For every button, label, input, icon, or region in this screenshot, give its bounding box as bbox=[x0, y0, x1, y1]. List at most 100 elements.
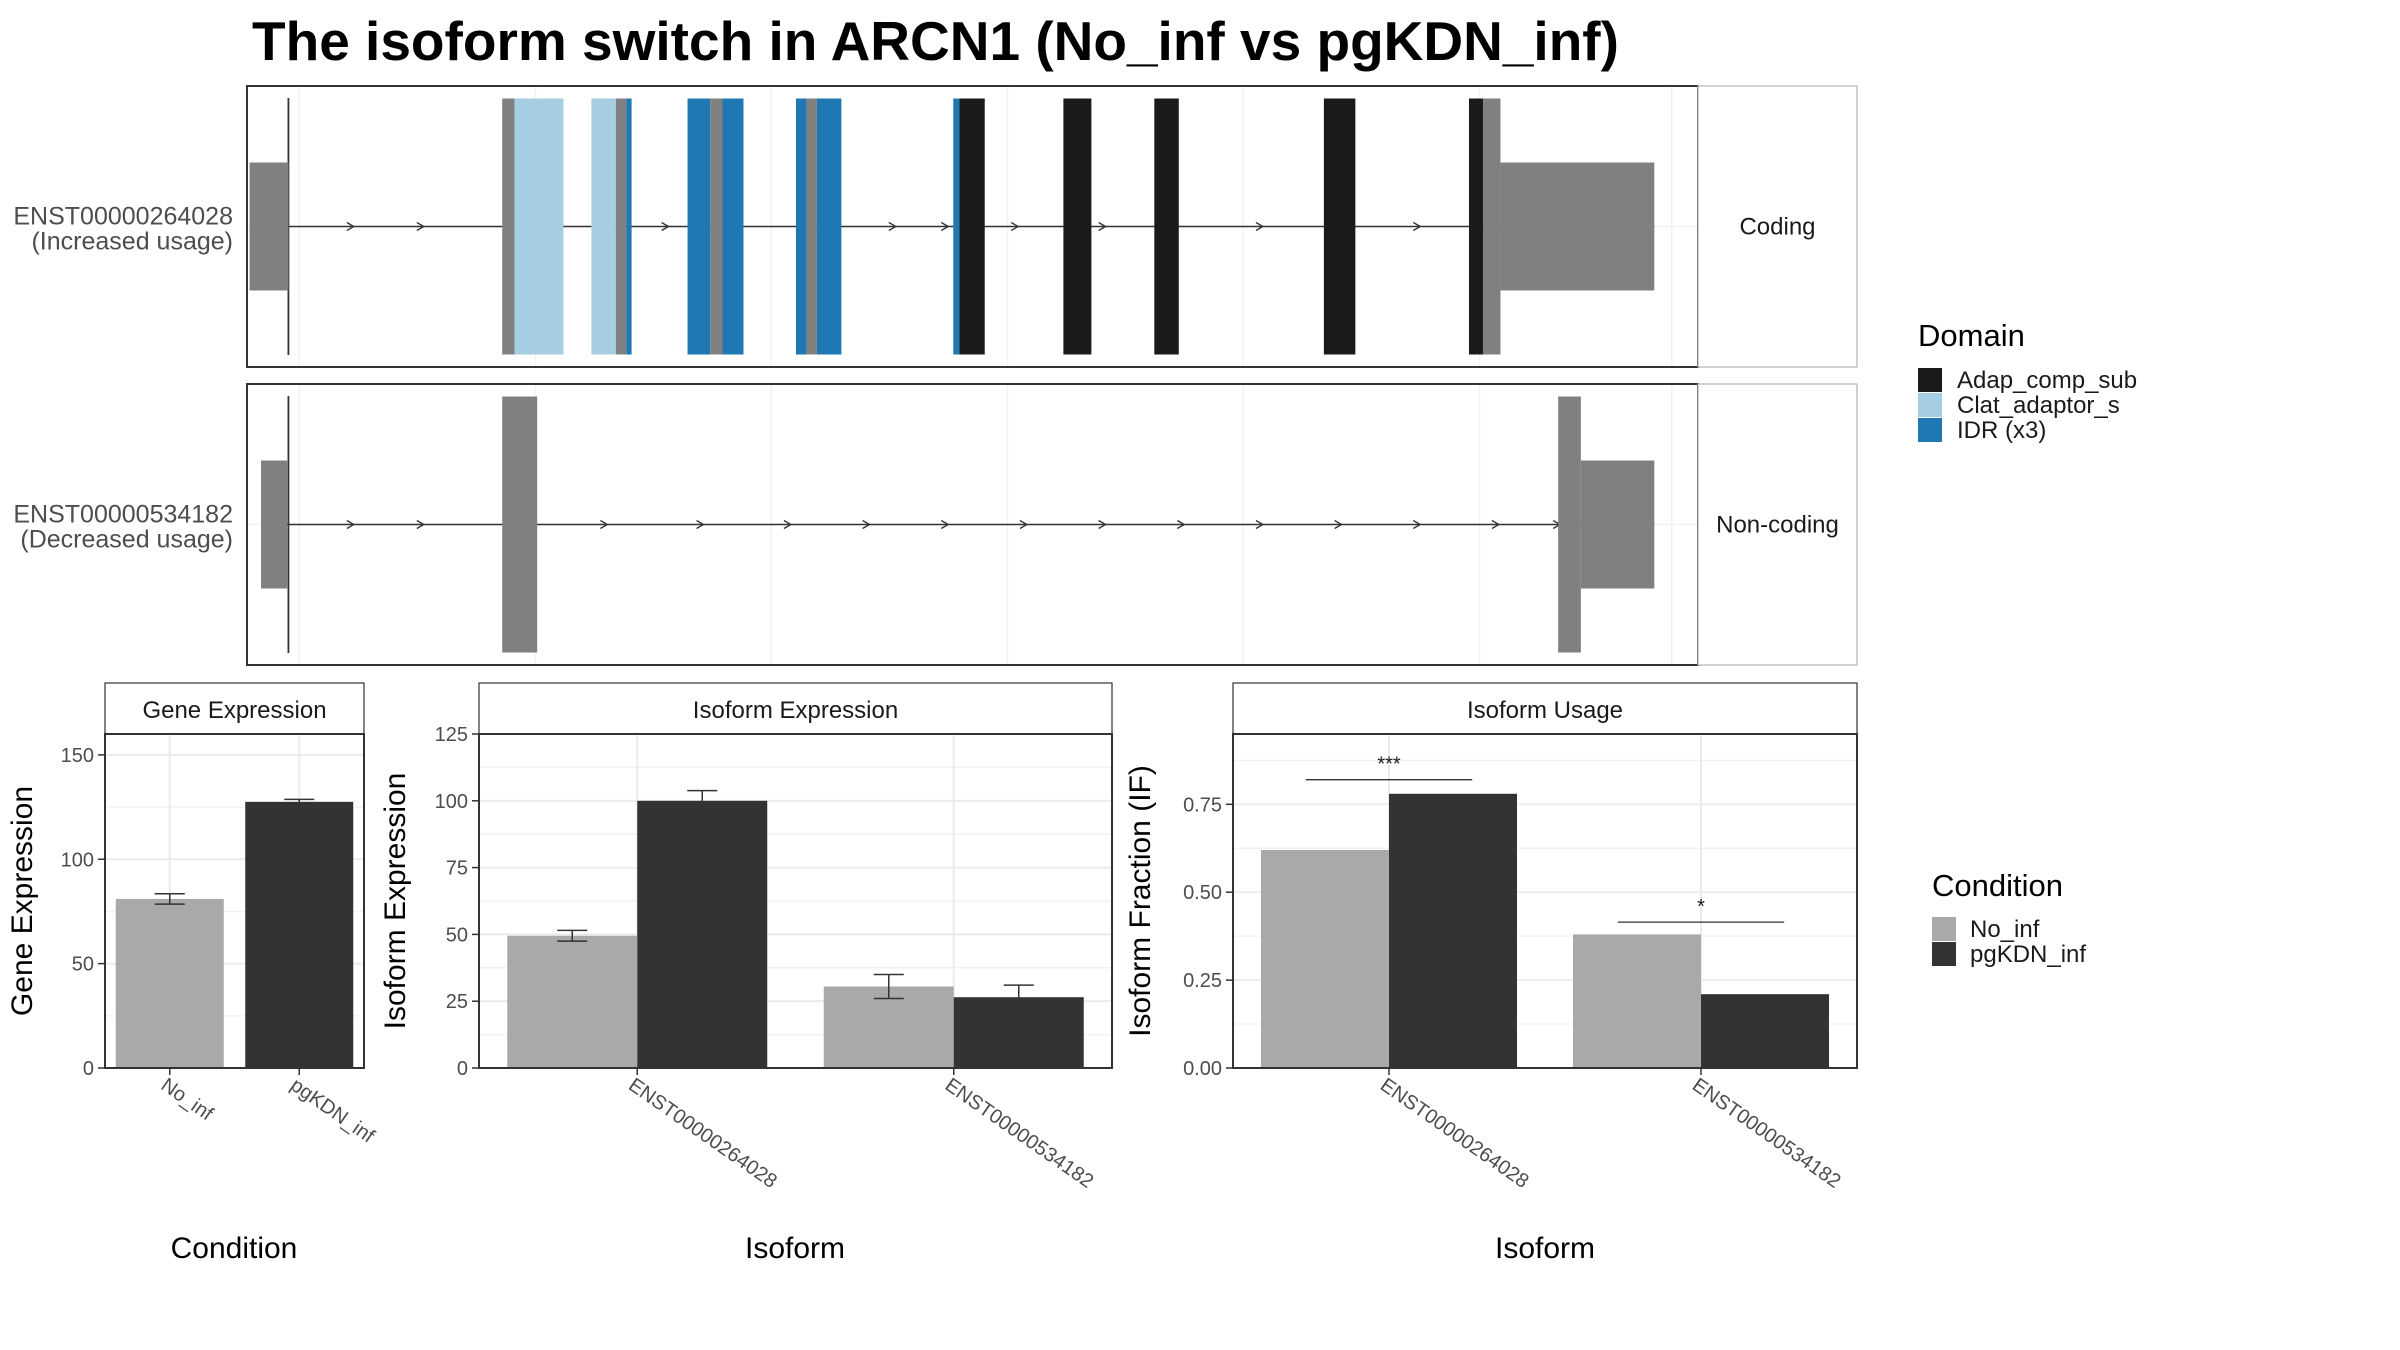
bar-panels: Gene Expression 0 50 100 150 No_inf pgKDN_inf C… bbox=[6, 682, 1858, 1265]
exon-cds bbox=[502, 396, 538, 653]
significance-label: * bbox=[1697, 896, 1705, 918]
intron-arrow bbox=[1098, 519, 1107, 530]
x-axis-title: Condition bbox=[171, 1232, 298, 1265]
exon-utr bbox=[249, 162, 289, 291]
domain-legend-title: Domain bbox=[1918, 318, 2025, 353]
y-tick-label: 0.50 bbox=[1183, 882, 1222, 904]
exon-adap_comp_sub bbox=[959, 98, 985, 355]
figure-title: The isoform switch in ARCN1 (No_inf vs p… bbox=[252, 10, 1619, 72]
transcript-row-ENST00000264028: ENST00000264028(Increased usage) Coding bbox=[13, 85, 1858, 368]
x-tick-label: ENST00000534182 bbox=[941, 1074, 1098, 1193]
plot-border bbox=[1232, 733, 1858, 1069]
panel-gene-expression: Gene Expression 0 50 100 150 No_inf pgKDN_inf C… bbox=[6, 682, 379, 1265]
intron-arrow bbox=[696, 519, 705, 530]
intron-arrow bbox=[346, 519, 356, 530]
bar-no_inf bbox=[823, 986, 954, 1068]
condition-legend-label: No_inf bbox=[1970, 916, 2040, 943]
y-tick-label: 0.75 bbox=[1183, 794, 1222, 816]
intron-arrow bbox=[1176, 519, 1186, 530]
panel-strip bbox=[478, 682, 1113, 735]
exon-clat_adaptor_s bbox=[514, 98, 564, 355]
coding-strip bbox=[1697, 85, 1858, 368]
intron-arrow bbox=[1491, 519, 1501, 530]
y-tick-label: 50 bbox=[72, 954, 94, 976]
exon-idr bbox=[687, 98, 711, 355]
panel-title: Gene Expression bbox=[142, 697, 326, 724]
y-tick-label: 100 bbox=[435, 791, 468, 813]
y-axis-title: Isoform Expression bbox=[379, 773, 412, 1030]
intron-arrow bbox=[661, 221, 670, 232]
y-axis-title: Isoform Fraction (IF) bbox=[1124, 765, 1157, 1037]
y-tick-label: 0 bbox=[457, 1058, 468, 1080]
bar-pgkdn_inf bbox=[1389, 793, 1517, 1068]
exon-idr bbox=[626, 98, 632, 355]
transcript-usage-label: (Decreased usage) bbox=[20, 526, 233, 554]
y-tick-label: 125 bbox=[435, 724, 468, 746]
x-axis-title: Isoform bbox=[745, 1232, 845, 1265]
transcript-id-label: ENST00000264028 bbox=[13, 203, 233, 231]
exon-cds bbox=[710, 98, 723, 355]
panel-strip bbox=[1232, 682, 1858, 735]
exon-clat_adaptor_s bbox=[591, 98, 616, 355]
coding-status-label: Coding bbox=[1739, 214, 1815, 241]
bar-pgkdn_inf bbox=[1701, 994, 1829, 1068]
intron-arrow bbox=[416, 519, 426, 530]
error-bar bbox=[687, 789, 718, 812]
condition-legend-swatch bbox=[1932, 917, 1956, 941]
exon-utr bbox=[260, 460, 288, 589]
y-tick-label: 0.25 bbox=[1183, 970, 1222, 992]
exon-adap_comp_sub bbox=[1468, 98, 1483, 355]
bar-pgkdn_inf bbox=[637, 800, 768, 1068]
transcript-row-ENST00000534182: ENST00000534182(Decreased usage) Non-codi… bbox=[13, 383, 1858, 666]
intron-arrow bbox=[416, 221, 426, 232]
x-tick-label: No_inf bbox=[157, 1074, 217, 1125]
y-tick-label: 0.00 bbox=[1183, 1058, 1222, 1080]
intron-arrow bbox=[1412, 221, 1422, 232]
intron-arrow bbox=[346, 221, 356, 232]
intron-arrow bbox=[1255, 221, 1265, 232]
y-axis-title: Gene Expression bbox=[6, 786, 39, 1016]
panel-title: Isoform Usage bbox=[1467, 697, 1623, 724]
y-tick-label: 25 bbox=[446, 991, 468, 1013]
y-tick-label: 75 bbox=[446, 858, 468, 880]
exon-cds bbox=[806, 98, 817, 355]
coding-status-label: Non-coding bbox=[1716, 512, 1839, 539]
domain-legend-label: Adap_comp_sub bbox=[1957, 367, 2137, 394]
y-tick-label: 150 bbox=[61, 745, 94, 767]
exon-cds bbox=[1482, 98, 1501, 355]
coding-strip bbox=[1697, 383, 1858, 666]
y-tick-label: 50 bbox=[446, 924, 468, 946]
exon-cds bbox=[1558, 396, 1581, 653]
exon-idr bbox=[722, 98, 744, 355]
error-bar bbox=[873, 973, 904, 1000]
domain-legend-swatch bbox=[1918, 418, 1942, 442]
exon-adap_comp_sub bbox=[1323, 98, 1356, 355]
exon-cds bbox=[502, 98, 515, 355]
y-tick-label: 0 bbox=[83, 1058, 94, 1080]
error-bar bbox=[154, 892, 185, 905]
exon-idr bbox=[816, 98, 842, 355]
transcript-id-label: ENST00000534182 bbox=[13, 501, 233, 529]
intron-arrow bbox=[783, 519, 793, 530]
condition-legend-swatch bbox=[1932, 942, 1956, 966]
panel-strip bbox=[104, 682, 365, 735]
intron-arrow bbox=[940, 519, 950, 530]
exon-adap_comp_sub bbox=[1154, 98, 1179, 355]
error-bar bbox=[1003, 984, 1034, 1010]
plot-border bbox=[478, 733, 1113, 1069]
error-bar bbox=[557, 929, 588, 942]
domain-legend-swatch bbox=[1918, 368, 1942, 392]
intron-arrow bbox=[1010, 221, 1020, 232]
x-tick-label: ENST00000264028 bbox=[624, 1074, 781, 1193]
plot-border bbox=[104, 733, 365, 1069]
bar-no_inf bbox=[507, 935, 638, 1068]
intron-arrow bbox=[1255, 519, 1265, 530]
domain-legend-label: IDR (x3) bbox=[1957, 417, 2046, 444]
bar-pgkdn_inf bbox=[245, 801, 354, 1068]
panel-isoform-usage: Isoform Usage0.000.250.500.75****ENST000… bbox=[1124, 682, 1858, 1265]
intron-arrow bbox=[1098, 221, 1107, 232]
condition-legend-label: pgKDN_inf bbox=[1970, 941, 2086, 968]
exon-adap_comp_sub bbox=[1063, 98, 1092, 355]
